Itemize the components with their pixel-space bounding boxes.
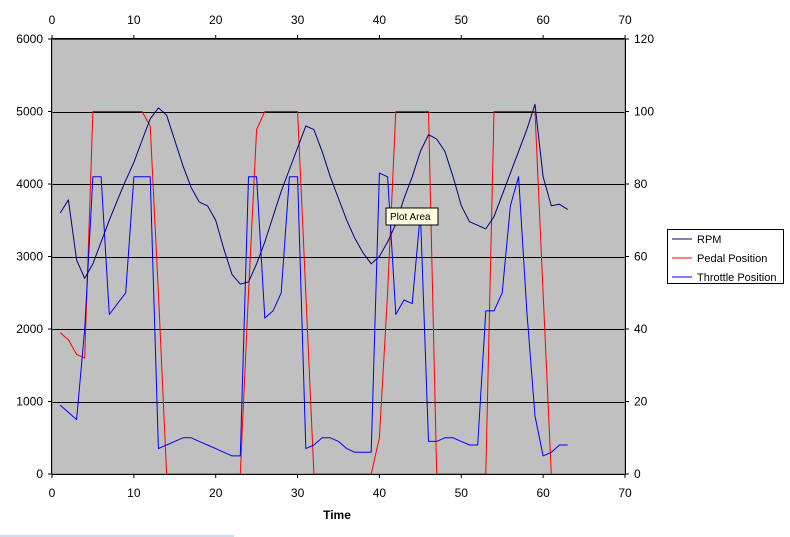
- y-tick-label-right: 40: [634, 322, 648, 336]
- x-tick-label-bottom: 10: [127, 486, 141, 500]
- x-tick-label-bottom: 20: [209, 486, 223, 500]
- x-tick-label-top: 0: [49, 13, 56, 27]
- series-lines: [59, 103, 568, 475]
- x-tick-label-top: 20: [209, 13, 223, 27]
- tooltip: Plot Area: [385, 207, 439, 226]
- tooltip-box: [385, 207, 439, 226]
- x-tick-label-top: 70: [618, 13, 632, 27]
- x-tick-label-top: 30: [291, 13, 305, 27]
- legend[interactable]: RPM Pedal Position Throttle Position: [667, 229, 784, 285]
- y-tick-label-right: 100: [634, 105, 654, 119]
- y-tick-label-left: 1000: [16, 395, 43, 409]
- y-tick-label-right: 20: [634, 395, 648, 409]
- legend-items: RPM Pedal Position Throttle Position: [672, 234, 776, 284]
- y-tick-label-right: 60: [634, 250, 648, 264]
- x-tick-label-bottom: 50: [455, 486, 469, 500]
- legend-label: RPM: [697, 234, 721, 246]
- y-tick-label-left: 2000: [16, 322, 43, 336]
- y-tick-label-left: 5000: [16, 105, 43, 119]
- y-tick-label-left: 4000: [16, 177, 43, 191]
- x-tick-label-top: 60: [536, 13, 550, 27]
- series-line-pedal-position[interactable]: [59, 111, 552, 475]
- x-tick-label-top: 40: [373, 13, 387, 27]
- x-tick-label-top: 50: [455, 13, 469, 27]
- x-tick-label-top: 10: [127, 13, 141, 27]
- series-line-rpm[interactable]: [59, 103, 568, 285]
- y-tick-label-left: 3000: [16, 250, 43, 264]
- y-tick-label-left: 0: [36, 467, 43, 481]
- x-tick-label-bottom: 70: [618, 486, 632, 500]
- tick-labels: 0010102020303040405050606070700100020003…: [16, 13, 654, 500]
- x-tick-label-bottom: 30: [291, 486, 305, 500]
- x-axis-title: Time: [323, 508, 351, 522]
- y-tick-label-left: 6000: [16, 32, 43, 46]
- legend-label: Pedal Position: [697, 253, 767, 265]
- plot-area[interactable]: [52, 39, 625, 474]
- x-tick-label-bottom: 0: [49, 486, 56, 500]
- y-tick-label-right: 80: [634, 177, 648, 191]
- x-tick-label-bottom: 40: [373, 486, 387, 500]
- legend-label: Throttle Position: [697, 272, 776, 284]
- y-tick-label-right: 120: [634, 32, 654, 46]
- x-tick-label-bottom: 60: [536, 486, 550, 500]
- y-tick-label-right: 0: [634, 467, 641, 481]
- series-line-throttle-position[interactable]: [59, 172, 568, 457]
- tooltip-label: Plot Area: [390, 212, 431, 223]
